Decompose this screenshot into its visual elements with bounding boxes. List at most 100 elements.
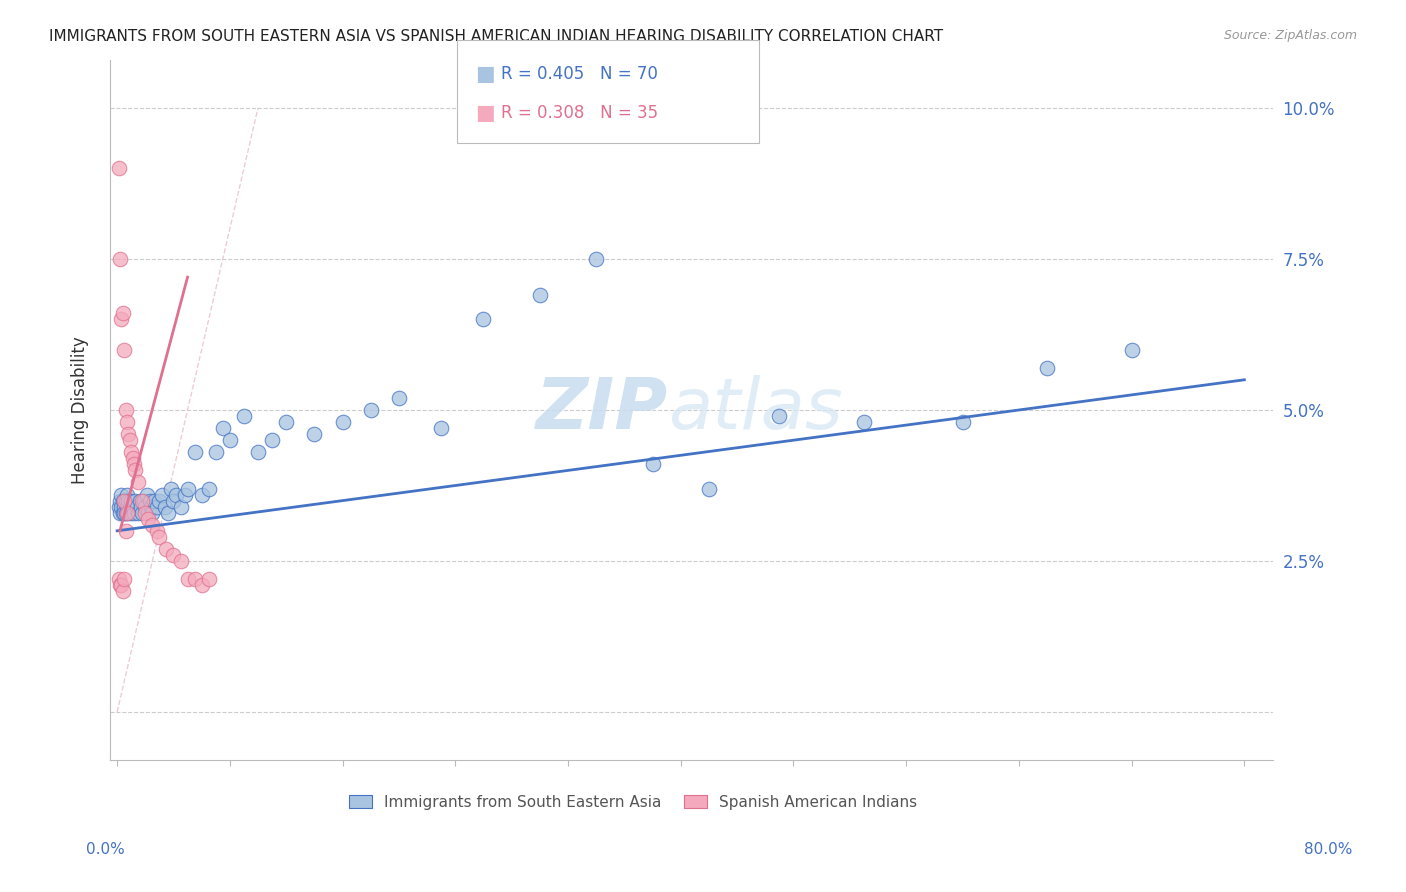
Point	[852, 415, 875, 429]
Point	[132, 493, 155, 508]
Point	[125, 500, 148, 514]
Point	[128, 493, 150, 508]
Point	[139, 500, 162, 514]
Point	[262, 433, 284, 447]
Point	[162, 548, 184, 562]
Text: ZIP: ZIP	[536, 376, 668, 444]
Point	[112, 343, 135, 357]
Point	[173, 487, 195, 501]
Text: atlas: atlas	[668, 376, 842, 444]
Point	[108, 578, 131, 592]
Point	[169, 554, 191, 568]
Y-axis label: Hearing Disability: Hearing Disability	[72, 336, 89, 483]
Point	[211, 421, 233, 435]
Point	[134, 506, 156, 520]
Point	[276, 415, 298, 429]
Point	[108, 493, 131, 508]
Point	[952, 415, 974, 429]
Text: R = 0.405   N = 70: R = 0.405 N = 70	[501, 65, 658, 83]
Point	[183, 445, 205, 459]
Point	[136, 506, 159, 520]
Point	[115, 506, 138, 520]
Point	[110, 578, 132, 592]
Text: 80.0%: 80.0%	[1305, 842, 1353, 856]
Point	[115, 487, 138, 501]
Text: Source: ZipAtlas.com: Source: ZipAtlas.com	[1223, 29, 1357, 42]
Point	[112, 572, 135, 586]
Point	[165, 487, 187, 501]
Point	[156, 506, 179, 520]
Point	[118, 433, 141, 447]
Point	[124, 493, 146, 508]
Point	[114, 493, 136, 508]
Point	[304, 427, 326, 442]
Text: R = 0.308   N = 35: R = 0.308 N = 35	[501, 104, 658, 122]
Point	[120, 493, 142, 508]
Point	[112, 500, 135, 514]
Point	[153, 500, 176, 514]
Point	[430, 421, 453, 435]
Point	[108, 506, 131, 520]
Point	[111, 493, 134, 508]
Point	[121, 451, 143, 466]
Point	[111, 506, 134, 520]
Point	[529, 288, 551, 302]
Point	[197, 572, 219, 586]
Point	[641, 458, 664, 472]
Point	[112, 493, 135, 508]
Point	[360, 403, 382, 417]
Text: ■: ■	[475, 103, 495, 123]
Point	[134, 500, 156, 514]
Point	[183, 572, 205, 586]
Point	[190, 487, 212, 501]
Point	[176, 572, 198, 586]
Point	[155, 541, 177, 556]
Point	[127, 506, 149, 520]
Point	[118, 500, 141, 514]
Point	[1121, 343, 1143, 357]
Point	[204, 445, 226, 459]
Point	[169, 500, 191, 514]
Point	[585, 252, 607, 266]
Point	[120, 445, 142, 459]
Point	[107, 161, 129, 176]
Point	[131, 493, 153, 508]
Text: IMMIGRANTS FROM SOUTH EASTERN ASIA VS SPANISH AMERICAN INDIAN HEARING DISABILITY: IMMIGRANTS FROM SOUTH EASTERN ASIA VS SP…	[49, 29, 943, 44]
Point	[107, 572, 129, 586]
Point	[122, 458, 145, 472]
Point	[111, 584, 134, 599]
Point	[112, 506, 135, 520]
Point	[388, 391, 411, 405]
Point	[131, 506, 153, 520]
Point	[110, 487, 132, 501]
Point	[218, 433, 240, 447]
Point	[138, 493, 160, 508]
Point	[108, 252, 131, 266]
Point	[129, 500, 152, 514]
Point	[117, 493, 139, 508]
Point	[120, 506, 142, 520]
Point	[121, 500, 143, 514]
Point	[136, 512, 159, 526]
Point	[117, 506, 139, 520]
Point	[107, 500, 129, 514]
Point	[197, 482, 219, 496]
Point	[1036, 360, 1059, 375]
Point	[114, 506, 136, 520]
Legend: Immigrants from South Eastern Asia, Spanish American Indians: Immigrants from South Eastern Asia, Span…	[343, 789, 924, 816]
Point	[472, 312, 495, 326]
Point	[111, 306, 134, 320]
Point	[145, 524, 167, 538]
Point	[115, 500, 138, 514]
Point	[110, 312, 132, 326]
Point	[697, 482, 720, 496]
Point	[148, 530, 170, 544]
Point	[117, 427, 139, 442]
Point	[148, 493, 170, 508]
Point	[145, 500, 167, 514]
Text: 0.0%: 0.0%	[86, 842, 125, 856]
Point	[114, 524, 136, 538]
Point	[150, 487, 173, 501]
Point	[110, 500, 132, 514]
Point	[142, 493, 165, 508]
